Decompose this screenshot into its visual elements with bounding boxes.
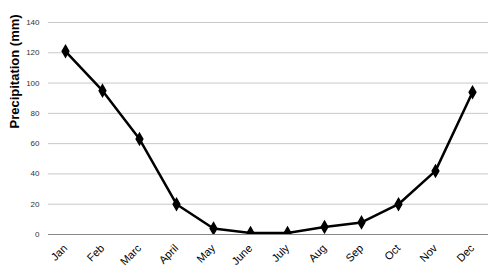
svg-text:Aug: Aug xyxy=(306,242,328,264)
svg-text:Oct: Oct xyxy=(382,242,403,263)
svg-text:Sep: Sep xyxy=(343,242,365,264)
svg-text:June: June xyxy=(229,242,254,267)
svg-text:April: April xyxy=(156,242,180,266)
svg-text:100: 100 xyxy=(26,79,40,88)
svg-text:Feb: Feb xyxy=(85,242,107,264)
svg-text:Precipitation (mm): Precipitation (mm) xyxy=(7,14,22,128)
svg-text:Marc: Marc xyxy=(118,241,144,267)
svg-text:140: 140 xyxy=(26,18,40,27)
svg-text:80: 80 xyxy=(31,109,40,118)
svg-text:120: 120 xyxy=(26,48,40,57)
svg-text:40: 40 xyxy=(31,169,40,178)
svg-text:Dec: Dec xyxy=(454,241,477,264)
svg-text:60: 60 xyxy=(31,139,40,148)
svg-text:20: 20 xyxy=(31,200,40,209)
svg-text:July: July xyxy=(269,241,292,264)
svg-text:Jan: Jan xyxy=(48,242,69,263)
svg-text:0: 0 xyxy=(35,230,40,239)
svg-text:May: May xyxy=(194,241,218,265)
svg-text:Nov: Nov xyxy=(417,241,440,264)
